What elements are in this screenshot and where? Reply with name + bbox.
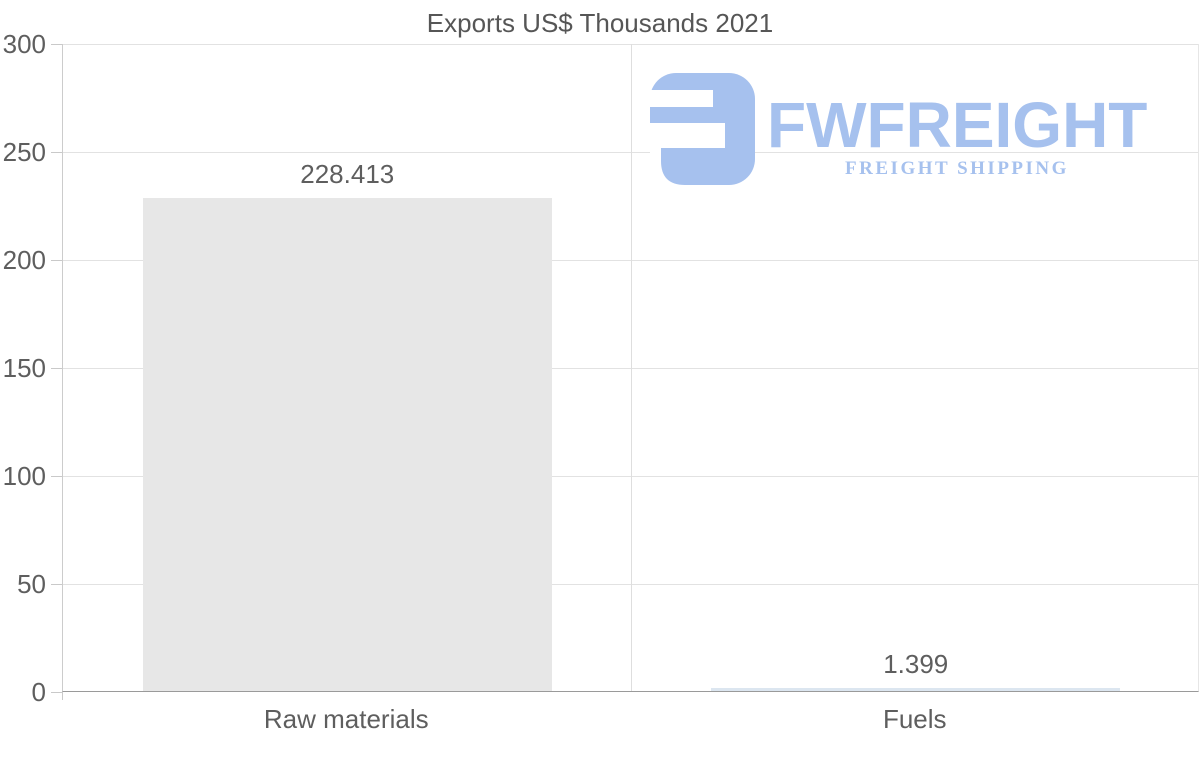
y-tick-mark-150 — [51, 368, 62, 369]
gridline-y-100 — [63, 475, 1198, 477]
gridline-y-200 — [63, 259, 1198, 261]
x-axis-origin-tick — [62, 692, 63, 700]
y-tick-label-0: 0 — [31, 677, 46, 707]
value-label-raw-materials: 228.413 — [300, 158, 395, 189]
category-label-raw-materials: Raw materials — [263, 704, 429, 734]
y-tick-mark-250 — [51, 152, 62, 153]
fwfreight-brand-text: FWFREIGHT — [767, 89, 1148, 161]
fwfreight-logo: FWFREIGHT FREIGHT SHIPPING — [650, 73, 1150, 185]
y-tick-label-100: 100 — [2, 461, 46, 491]
y-tick-mark-0 — [51, 692, 62, 693]
y-tick-label-250: 250 — [2, 137, 46, 167]
category-label-fuels: Fuels — [882, 704, 947, 734]
y-tick-mark-100 — [51, 476, 62, 477]
value-label-fuels: 1.399 — [883, 648, 949, 679]
fwfreight-tagline-text: FREIGHT SHIPPING — [845, 158, 1069, 179]
gridline-y-50 — [63, 583, 1198, 585]
bar-raw-materials[interactable] — [142, 197, 552, 691]
gridline-y-150 — [63, 367, 1198, 369]
y-tick-label-300: 300 — [2, 29, 46, 59]
gridline-y-250 — [63, 151, 1198, 153]
y-tick-label-50: 50 — [17, 569, 46, 599]
y-tick-mark-50 — [51, 584, 62, 585]
y-tick-mark-200 — [51, 260, 62, 261]
plot-area: 228.413 1.399 — [62, 43, 1199, 692]
chart-title: Exports US$ Thousands 2021 — [426, 8, 774, 38]
bar-fuels[interactable] — [711, 687, 1121, 691]
y-tick-mark-300 — [51, 44, 62, 45]
fwfreight-logo-icon — [650, 73, 755, 185]
gridline-x-1 — [631, 44, 632, 691]
gridline-y-300 — [63, 43, 1198, 45]
y-tick-label-150: 150 — [2, 353, 46, 383]
y-tick-label-200: 200 — [2, 245, 46, 275]
